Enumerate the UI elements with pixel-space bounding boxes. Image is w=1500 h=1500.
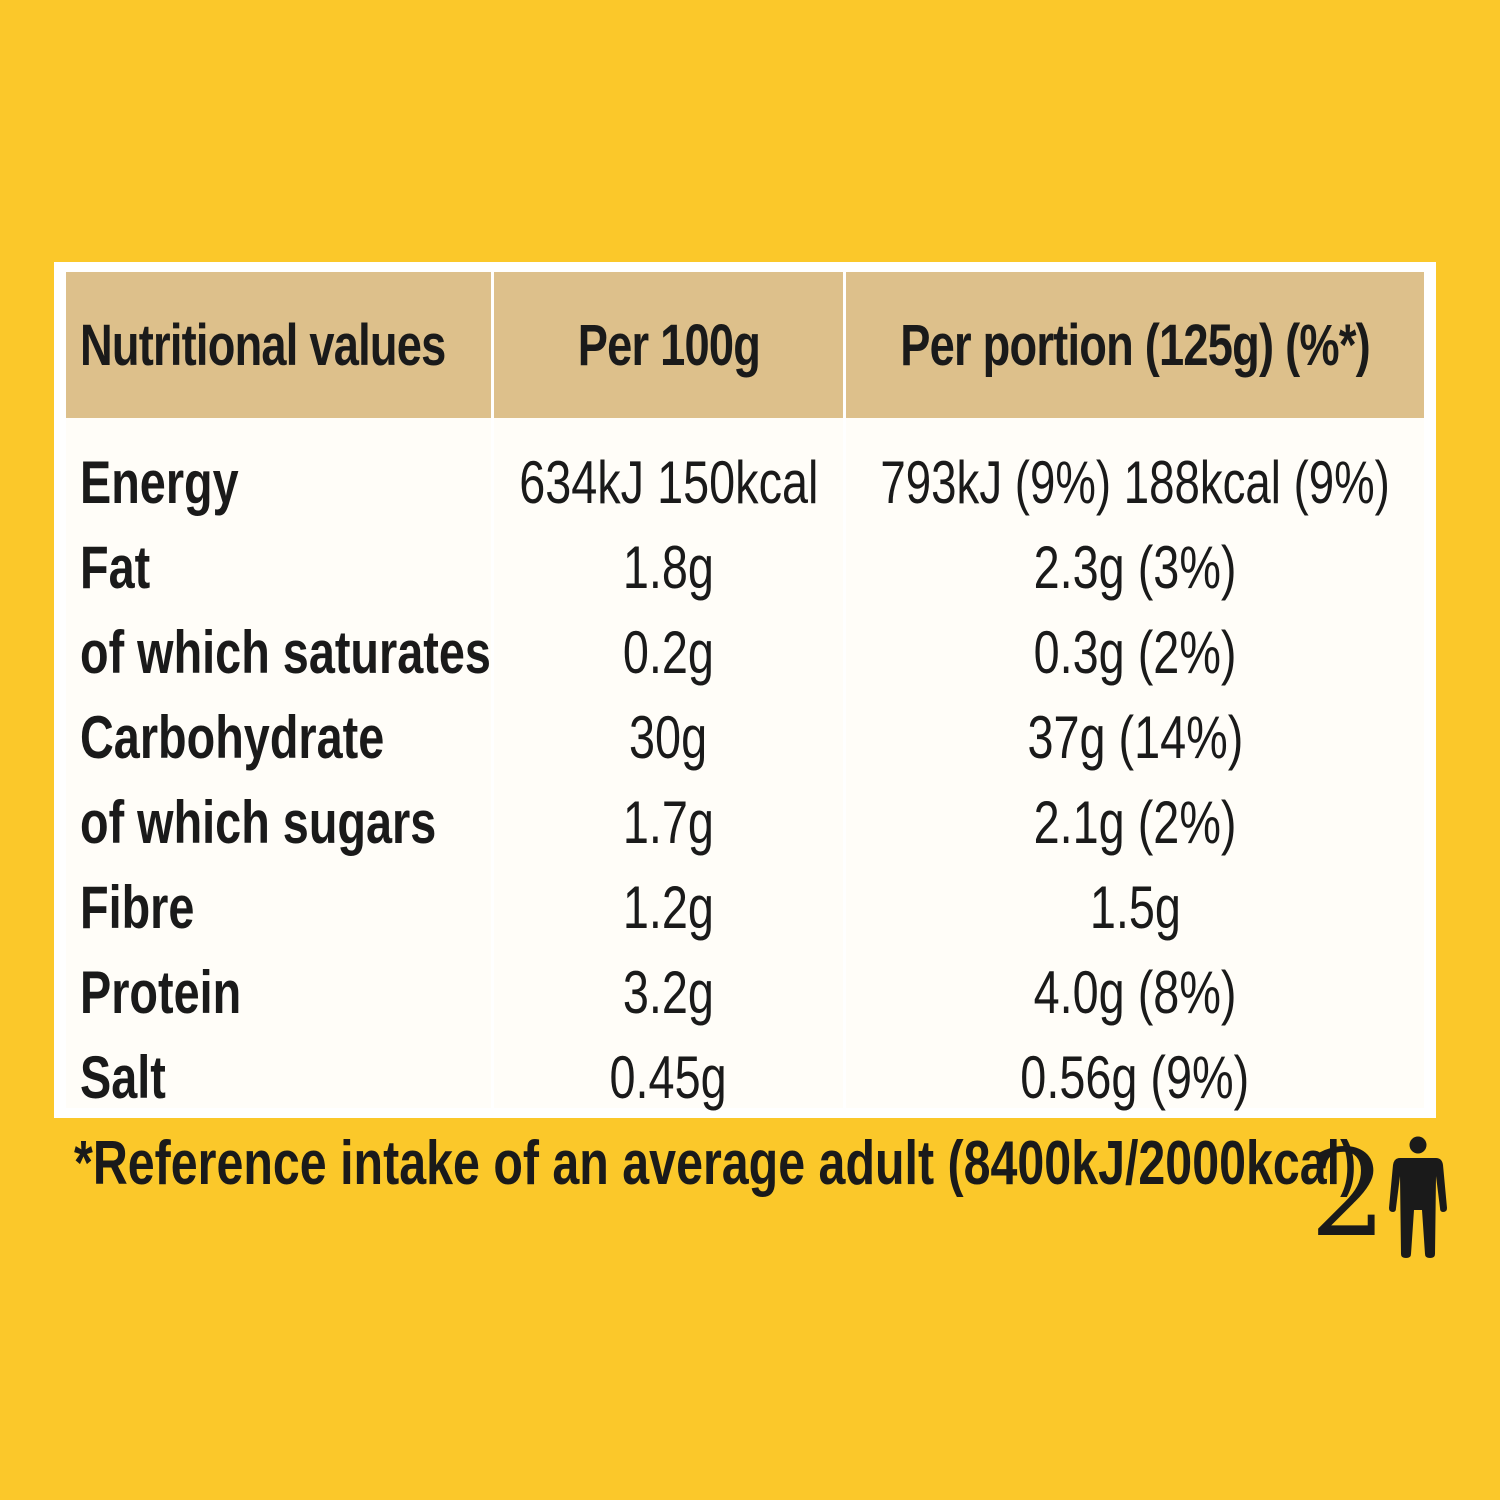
per-portion-value: 4.0g (8%) <box>1033 959 1237 1026</box>
header-per-100g: Per 100g <box>494 272 843 418</box>
reference-intake-footnote: *Reference intake of an average adult (8… <box>74 1129 1357 1198</box>
per-portion-value: 2.1g (2%) <box>1033 789 1237 856</box>
per-100g-value: 634kJ 150kcal <box>518 449 819 516</box>
per-100g-value: 1.8g <box>622 534 715 601</box>
per-100g-value: 3.2g <box>622 959 715 1026</box>
per-100g-value: 0.2g <box>622 619 715 686</box>
nutrient-name: Salt <box>80 1044 166 1111</box>
per-100g-value: 1.2g <box>622 874 715 941</box>
per-portion-value: 1.5g <box>1089 874 1181 941</box>
nutrient-name: of which saturates <box>80 619 491 686</box>
nutrient-name: Energy <box>80 449 239 516</box>
per-portion-value: 0.56g (9%) <box>1020 1044 1250 1111</box>
per-100g-column: 634kJ 150kcal 1.8g 0.2g 30g 1.7g 1.2g 3.… <box>494 418 843 1111</box>
portions-count: 2 <box>1310 1125 1387 1264</box>
per-portion-value: 793kJ (9%) 188kcal (9%) <box>880 449 1390 516</box>
nutrient-name-column: Energy Fat of which saturates Carbohydra… <box>66 418 491 1111</box>
nutrient-name: Carbohydrate <box>80 704 385 771</box>
portions-badge: 2 <box>1310 1130 1450 1260</box>
nutrient-name: Protein <box>80 959 242 1026</box>
nutrition-table: Nutritional values Per 100g Per portion … <box>66 272 1424 1111</box>
header-per-portion: Per portion (125g) (%*) <box>846 272 1424 418</box>
per-100g-value: 30g <box>629 704 708 771</box>
per-portion-value: 2.3g (3%) <box>1033 534 1237 601</box>
header-nutritional-values: Nutritional values <box>66 272 491 418</box>
nutrient-name: Fat <box>80 534 151 601</box>
per-portion-column: 793kJ (9%) 188kcal (9%) 2.3g (3%) 0.3g (… <box>846 418 1424 1111</box>
nutrient-name: of which sugars <box>80 789 437 856</box>
person-icon <box>1389 1136 1447 1258</box>
per-portion-value: 0.3g (2%) <box>1033 619 1237 686</box>
nutrition-table-panel: Nutritional values Per 100g Per portion … <box>54 262 1436 1118</box>
per-portion-value: 37g (14%) <box>1027 704 1243 771</box>
per-100g-value: 0.45g <box>609 1044 728 1111</box>
nutrient-name: Fibre <box>80 874 195 941</box>
per-100g-value: 1.7g <box>622 789 715 856</box>
